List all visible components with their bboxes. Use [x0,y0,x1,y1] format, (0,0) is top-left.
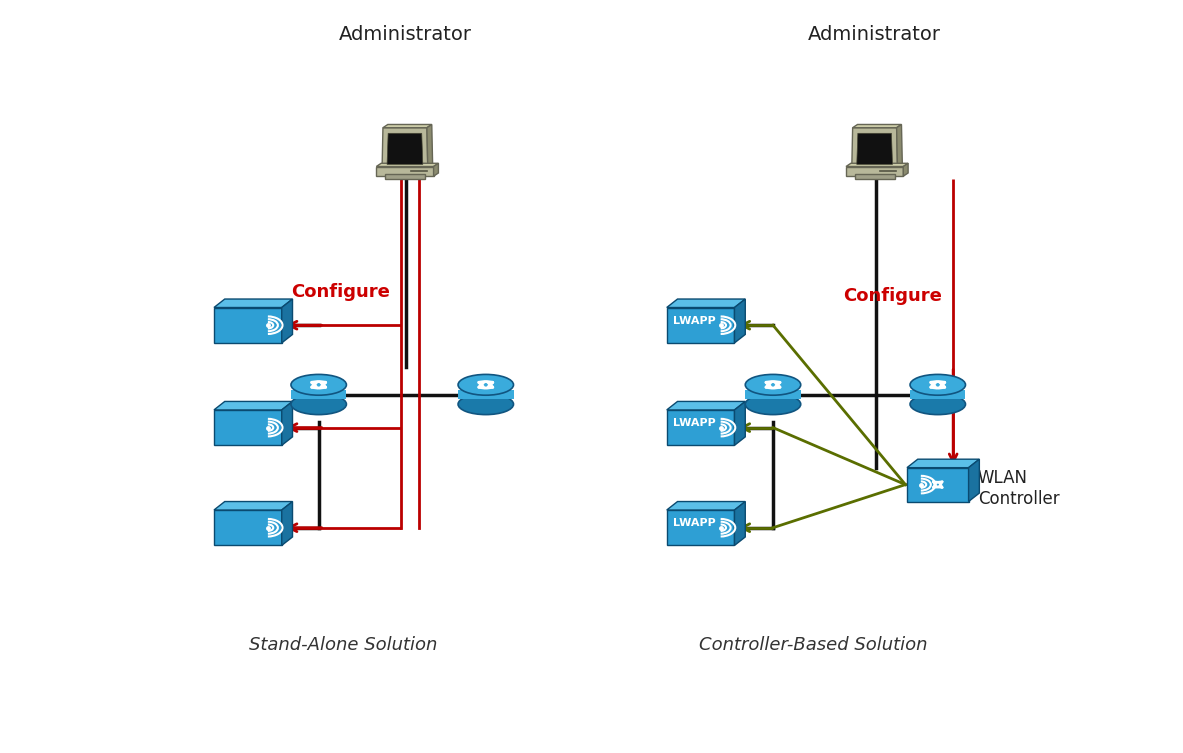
Polygon shape [382,128,428,171]
Polygon shape [856,133,892,164]
Ellipse shape [291,374,347,395]
Ellipse shape [458,394,513,415]
Text: Controller-Based Solution: Controller-Based Solution [699,636,927,654]
Polygon shape [667,501,745,510]
Polygon shape [282,501,292,545]
Ellipse shape [910,394,965,415]
Polygon shape [910,389,965,399]
Polygon shape [735,501,745,545]
Ellipse shape [745,394,801,415]
Polygon shape [214,299,292,307]
Polygon shape [846,163,909,166]
Polygon shape [427,124,433,171]
Polygon shape [667,410,735,445]
Polygon shape [384,173,425,179]
Polygon shape [907,468,969,501]
Polygon shape [458,389,513,399]
Text: Administrator: Administrator [808,25,942,44]
Text: LWAPP: LWAPP [673,518,716,528]
Polygon shape [214,307,282,343]
Polygon shape [745,389,801,399]
Ellipse shape [745,374,801,395]
Polygon shape [214,510,282,545]
Text: Stand-Alone Solution: Stand-Alone Solution [250,636,438,654]
Text: LWAPP: LWAPP [673,418,716,428]
Polygon shape [852,128,898,171]
Polygon shape [904,163,909,176]
Text: LWAPP: LWAPP [673,316,716,325]
Polygon shape [897,124,903,171]
Polygon shape [383,124,432,128]
Polygon shape [667,307,735,343]
Polygon shape [214,501,292,510]
Text: Configure: Configure [842,288,942,305]
Text: Administrator: Administrator [338,25,472,44]
Ellipse shape [910,374,965,395]
Polygon shape [387,133,422,164]
Polygon shape [376,163,439,166]
Text: Configure: Configure [291,283,389,301]
Ellipse shape [458,374,513,395]
Polygon shape [667,299,745,307]
Polygon shape [214,401,292,410]
Polygon shape [291,389,347,399]
Text: WLAN
Controller: WLAN Controller [978,469,1060,508]
Polygon shape [667,510,735,545]
Polygon shape [854,173,894,179]
Polygon shape [735,401,745,445]
Polygon shape [907,459,980,468]
Polygon shape [433,163,439,176]
Ellipse shape [291,394,347,415]
Polygon shape [214,410,282,445]
Polygon shape [667,401,745,410]
Polygon shape [846,166,904,176]
Polygon shape [969,459,980,501]
Polygon shape [853,124,901,128]
Polygon shape [282,299,292,343]
Polygon shape [282,401,292,445]
Polygon shape [735,299,745,343]
Polygon shape [376,166,433,176]
